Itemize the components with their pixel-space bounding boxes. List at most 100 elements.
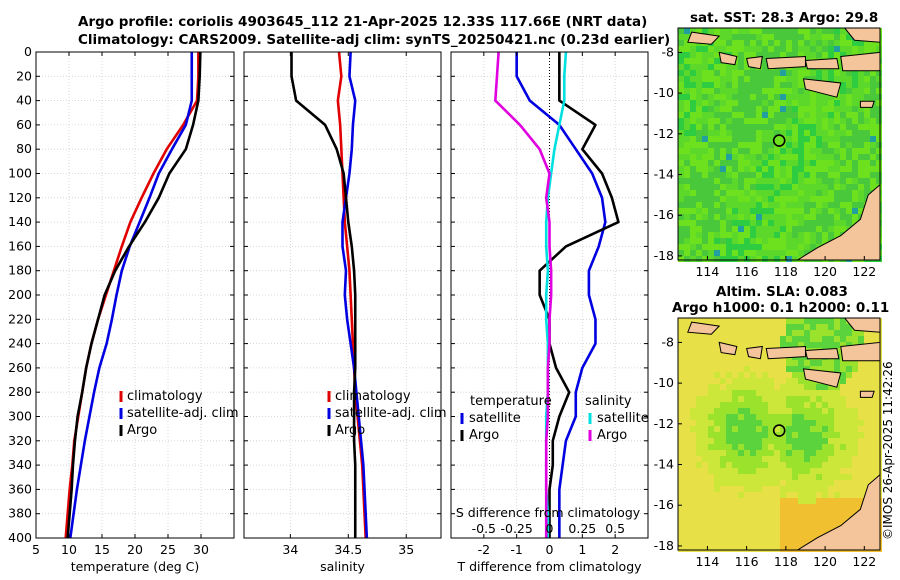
map-sla_map-cell xyxy=(720,372,726,378)
map-sst_map-cell xyxy=(762,238,768,244)
map-sst_map-cell xyxy=(702,82,708,88)
map-sst_map-cell xyxy=(750,202,756,208)
map-sla_map-cell xyxy=(816,426,822,432)
map-sst_map-cell xyxy=(690,112,696,118)
map-sla_map-cell xyxy=(846,408,852,414)
map-sla_map-cell xyxy=(834,504,840,510)
map-sla_map-cell xyxy=(858,480,864,486)
map-sla_map-cell xyxy=(828,324,834,330)
map-sst_map-cell xyxy=(822,208,828,214)
map-sst_map-cell xyxy=(750,124,756,130)
map-sst_map-cell xyxy=(786,46,792,52)
map-sla_map-cell xyxy=(756,534,762,540)
map-sst_map-cell xyxy=(684,58,690,64)
map-sla_map-cell xyxy=(726,324,732,330)
map-sst_map-cell xyxy=(834,178,840,184)
map-sla_map-cell xyxy=(684,516,690,522)
map-sst_map-cell xyxy=(810,28,816,34)
map-sst_map-cell xyxy=(822,202,828,208)
map-sst_map-cell xyxy=(780,220,786,226)
map-sst_map-cell xyxy=(774,214,780,220)
map-sst_map-cell xyxy=(834,142,840,148)
map-sla_map-cell xyxy=(702,420,708,426)
sla-map-title: Altim. SLA: 0.083 xyxy=(716,284,848,300)
map-sla_map-cell xyxy=(690,336,696,342)
map-sst_map-cell xyxy=(756,178,762,184)
map-sla_map-cell xyxy=(732,504,738,510)
map-sst_map-cell xyxy=(774,196,780,202)
map-sla_map-cell xyxy=(786,318,792,324)
map-sla_map-cell xyxy=(774,456,780,462)
map-sla_map-cell xyxy=(852,366,858,372)
map-sla_map-cell xyxy=(864,384,870,390)
map-sst_map-cell xyxy=(726,148,732,154)
map-sla_map-cell xyxy=(750,540,756,546)
map-sla_map-cell xyxy=(804,360,810,366)
map-sst_map-cell xyxy=(816,106,822,112)
map-sla_map-cell xyxy=(732,546,738,552)
map-sst_map-cell xyxy=(798,208,804,214)
map-sla_map-cell xyxy=(744,450,750,456)
map-sst_map-cell xyxy=(684,148,690,154)
title-line-2: Climatology: CARS2009. Satellite-adj cli… xyxy=(78,32,671,48)
map-sst_map-cell xyxy=(684,184,690,190)
map-sst_map-cell xyxy=(858,208,864,214)
map-sst_map-cell xyxy=(840,172,846,178)
map-sst_map-cell xyxy=(714,118,720,124)
map-sla_map-cell xyxy=(750,444,756,450)
map-sst_map-cell xyxy=(780,52,786,58)
map-sla_map-cell xyxy=(858,432,864,438)
map-sst_map-cell xyxy=(756,214,762,220)
map-sst_map-cell xyxy=(696,220,702,226)
map-sla_map-cell xyxy=(768,342,774,348)
map-sla_map-cell xyxy=(768,372,774,378)
map-sla_map-cell xyxy=(828,438,834,444)
map-sla_map-cell xyxy=(702,450,708,456)
map-sst_map-cell xyxy=(816,28,822,34)
chart-salinity-xtick-label: 35 xyxy=(398,542,414,557)
map-sst_map-cell xyxy=(828,70,834,76)
map-sla_map-cell xyxy=(840,450,846,456)
map-sst_map-ytick-label: -18 xyxy=(654,248,674,263)
map-sla_map-cell xyxy=(714,408,720,414)
map-sla_map-cell xyxy=(726,546,732,552)
map-sst_map-cell xyxy=(732,142,738,148)
map-sst_map-cell xyxy=(786,118,792,124)
map-sst_map-cell xyxy=(678,100,684,106)
map-sst_map-cell xyxy=(810,226,816,232)
map-sla_map-cell xyxy=(804,408,810,414)
map-sla_map-cell xyxy=(732,516,738,522)
map-sst_map-cell xyxy=(834,226,840,232)
map-sst_map-cell xyxy=(822,100,828,106)
map-sla_map-cell xyxy=(804,414,810,420)
map-sla_map-cell xyxy=(840,384,846,390)
map-sla_map-cell xyxy=(870,462,876,468)
chart-temperature-ytick-label: 360 xyxy=(8,481,32,496)
map-sla_map-cell xyxy=(744,378,750,384)
chart-temperature-xtick-label: 5 xyxy=(32,542,40,557)
map-sla_map-cell xyxy=(702,336,708,342)
map-sst_map-cell xyxy=(870,142,876,148)
map-sst_map-cell xyxy=(786,196,792,202)
map-sst_map-cell xyxy=(846,172,852,178)
map-sla_map-cell xyxy=(786,426,792,432)
map-sla_map-cell xyxy=(780,510,786,516)
map-sst_map-cell xyxy=(840,94,846,100)
map-sla_map-cell xyxy=(870,336,876,342)
map-sst_map-cell xyxy=(816,118,822,124)
map-sla_map-cell xyxy=(678,456,684,462)
map-sla_map-cell xyxy=(840,456,846,462)
map-sst_map-cell xyxy=(816,232,822,238)
map-sst_map-cell xyxy=(864,184,870,190)
map-sla_map-cell xyxy=(744,402,750,408)
map-sst_map-cell xyxy=(726,34,732,40)
map-sla_map-cell xyxy=(738,396,744,402)
map-sst_map-cell xyxy=(876,106,882,112)
map-sst_map-cell xyxy=(714,148,720,154)
map-sla_map-cell xyxy=(762,534,768,540)
map-sst_map-cell xyxy=(690,184,696,190)
map-sst_map-cell xyxy=(684,118,690,124)
map-sst_map-cell xyxy=(726,250,732,256)
map-sst_map-cell xyxy=(774,178,780,184)
map-sst_map-cell xyxy=(738,52,744,58)
